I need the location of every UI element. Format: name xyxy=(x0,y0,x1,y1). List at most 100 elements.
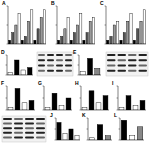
bar xyxy=(123,33,125,44)
blot-band xyxy=(38,70,45,72)
y-tick xyxy=(87,129,89,130)
blot-band xyxy=(25,132,34,134)
bar xyxy=(66,98,71,110)
blot-band xyxy=(139,59,148,61)
bar xyxy=(21,40,23,44)
bar xyxy=(22,103,27,110)
blot-band xyxy=(128,54,137,56)
bars xyxy=(80,58,100,75)
bar xyxy=(140,100,145,110)
y-axis xyxy=(106,6,107,44)
blot-band xyxy=(107,59,116,61)
bars xyxy=(107,10,146,44)
y-tick xyxy=(80,98,82,99)
blot-band xyxy=(65,54,72,56)
blot xyxy=(37,52,73,76)
blot-band xyxy=(25,136,34,138)
blot-band xyxy=(38,54,45,56)
blot-band xyxy=(107,65,116,67)
y-tick xyxy=(55,140,57,141)
y-tick xyxy=(6,75,8,76)
figure: ABCDEFGHIJKL xyxy=(0,0,150,144)
panel: K xyxy=(82,112,112,140)
bar xyxy=(73,33,75,44)
bar xyxy=(69,129,73,140)
y-tick xyxy=(7,25,9,26)
panel: G xyxy=(38,80,72,110)
bar xyxy=(18,14,20,44)
blot-band xyxy=(25,127,34,129)
bar xyxy=(137,29,139,44)
bar xyxy=(95,68,100,75)
y-tick xyxy=(117,110,119,111)
y-tick xyxy=(80,86,82,87)
bar xyxy=(21,70,26,75)
blot-band xyxy=(14,127,23,129)
bar xyxy=(12,33,14,44)
panel-label: C xyxy=(100,0,104,6)
x-axis xyxy=(7,75,33,76)
bar xyxy=(121,120,127,140)
bars xyxy=(57,122,79,140)
x-axis xyxy=(106,44,146,45)
panel-label: F xyxy=(1,80,4,86)
blot-band xyxy=(36,132,45,134)
bar xyxy=(75,136,79,140)
bar xyxy=(89,138,95,140)
y-tick xyxy=(43,86,45,87)
y-tick xyxy=(119,140,121,141)
panel: B xyxy=(51,0,95,44)
blot-band xyxy=(38,65,45,67)
bar xyxy=(27,21,29,44)
blot-band xyxy=(3,123,12,125)
panel-label: E xyxy=(73,49,77,55)
bar xyxy=(120,40,122,44)
x-axis xyxy=(118,110,146,111)
bar xyxy=(8,73,13,76)
bar xyxy=(129,136,135,140)
bar xyxy=(86,33,88,44)
y-tick xyxy=(55,118,57,119)
bar xyxy=(29,100,34,110)
y-axis xyxy=(56,118,57,140)
x-axis xyxy=(8,44,46,45)
blot-band xyxy=(128,65,137,67)
y-tick xyxy=(117,98,119,99)
blot-frame xyxy=(37,52,73,76)
y-tick xyxy=(87,140,89,141)
blot-band xyxy=(139,70,148,72)
y-tick xyxy=(78,55,80,56)
bar xyxy=(133,105,138,110)
blot-band xyxy=(65,70,72,72)
bar xyxy=(67,17,69,44)
panel-label: L xyxy=(114,112,117,118)
y-tick xyxy=(56,44,58,45)
bar xyxy=(52,93,57,110)
y-axis xyxy=(120,118,121,140)
y-axis xyxy=(79,55,80,75)
bar xyxy=(92,17,94,44)
x-axis xyxy=(88,140,112,141)
blot-band xyxy=(36,123,45,125)
blot-band xyxy=(118,70,127,72)
bars xyxy=(89,125,111,140)
blot-band xyxy=(47,54,54,56)
panel: A xyxy=(2,0,46,44)
panel-label: G xyxy=(38,80,42,86)
y-axis xyxy=(81,86,82,110)
blot-band xyxy=(14,118,23,120)
panel: C xyxy=(100,0,146,44)
bar xyxy=(64,29,66,44)
bar xyxy=(113,25,115,44)
bar xyxy=(97,125,103,140)
blot-band xyxy=(56,54,63,56)
panel: E xyxy=(73,49,101,75)
bar xyxy=(37,29,39,44)
y-axis xyxy=(118,86,119,110)
blot-band xyxy=(14,123,23,125)
bar xyxy=(15,25,17,44)
bar xyxy=(70,40,72,44)
x-axis xyxy=(120,140,144,141)
blot-band xyxy=(14,136,23,138)
blot-band xyxy=(36,136,45,138)
